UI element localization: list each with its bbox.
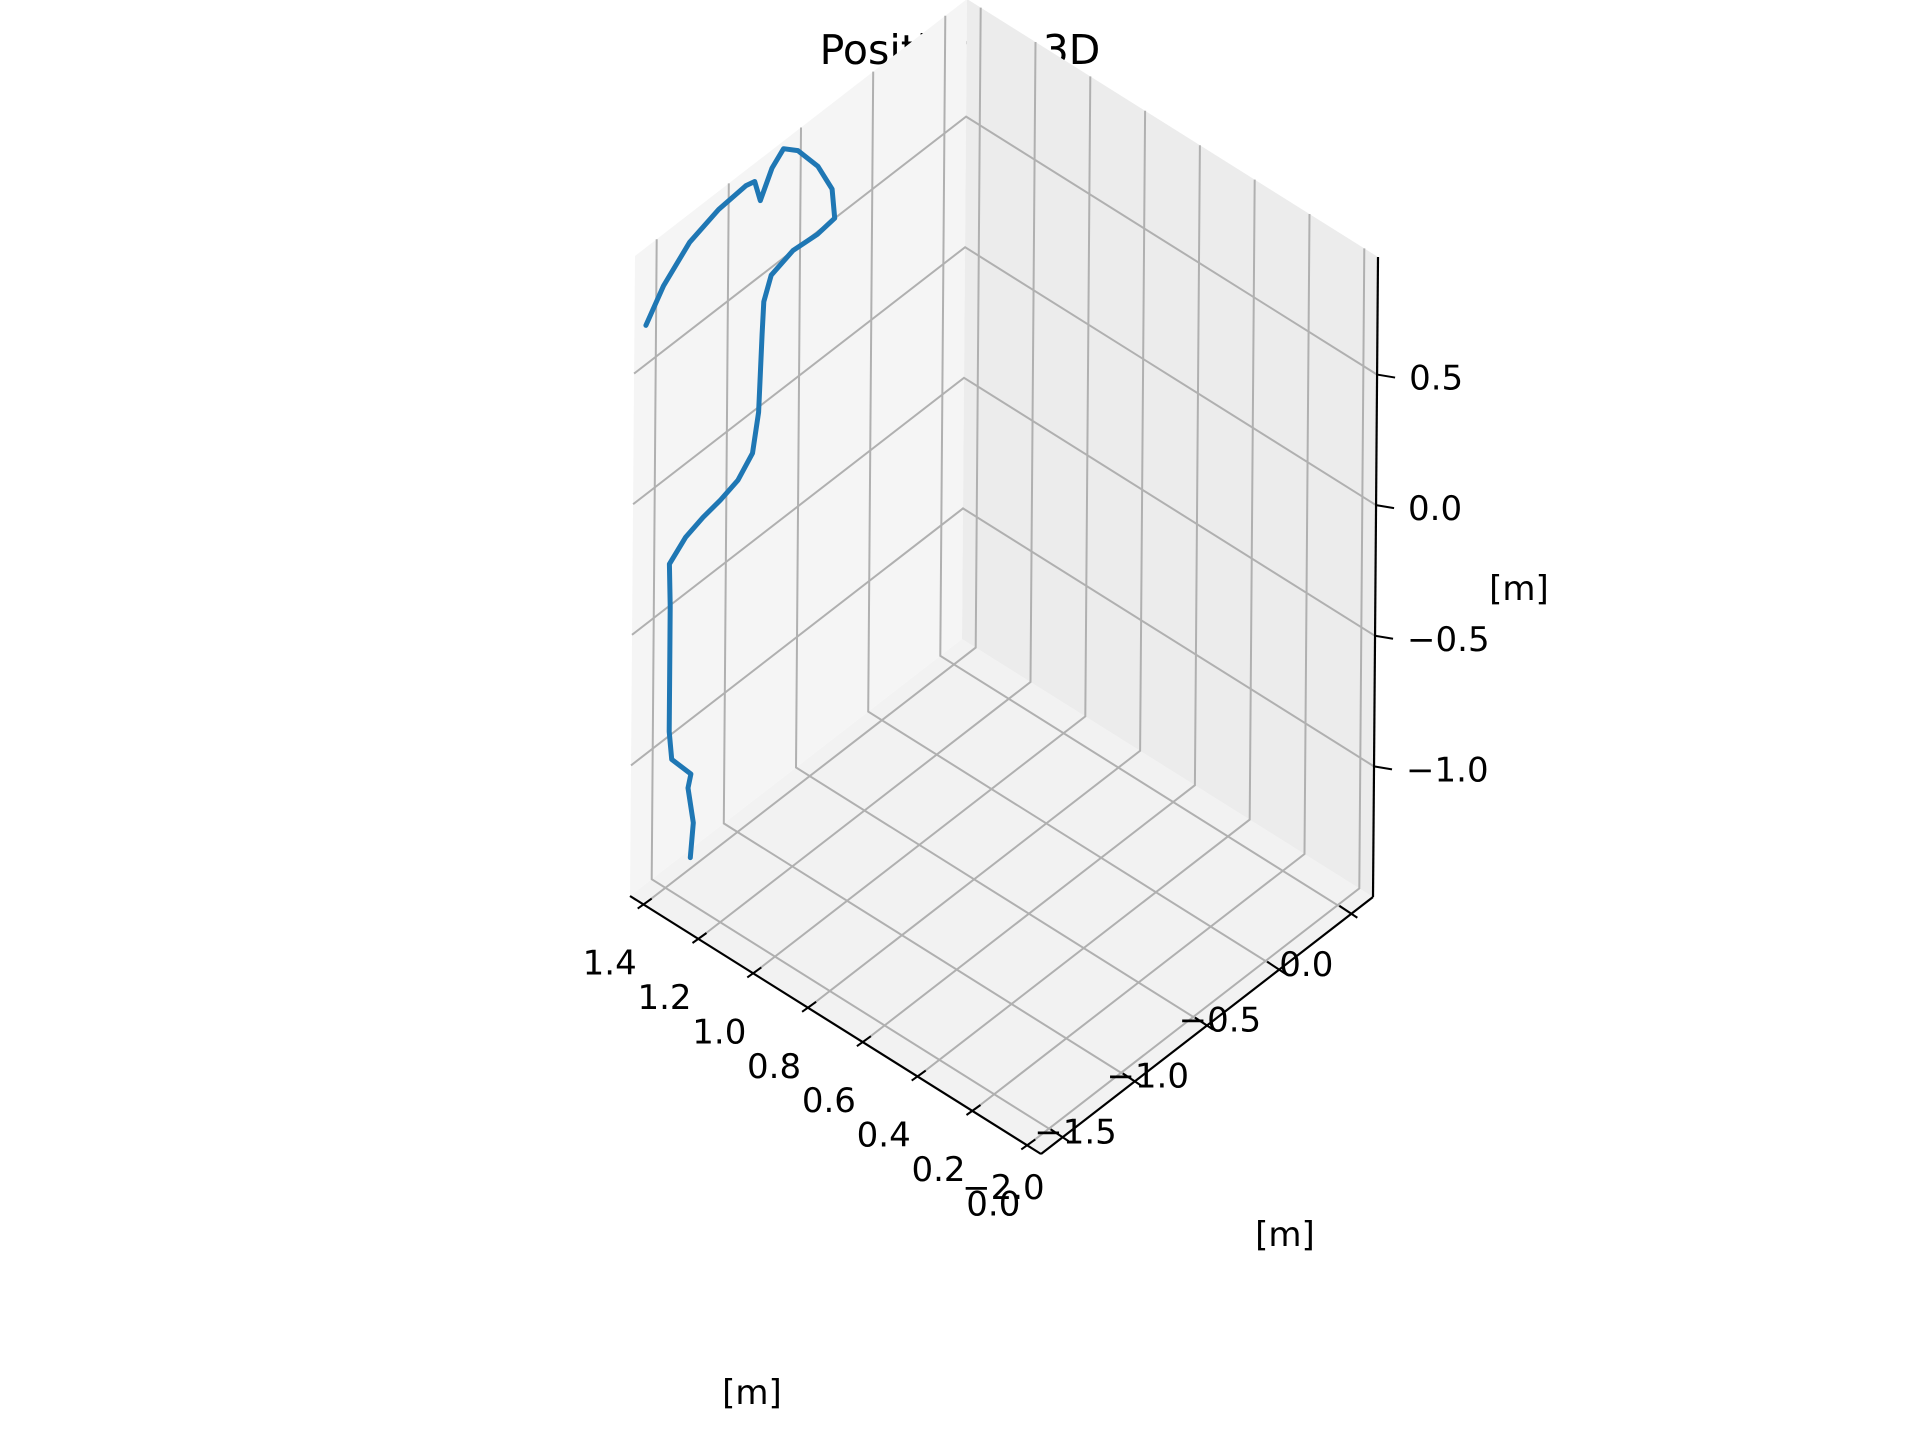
z-tick-label: −1.0 [1406, 750, 1489, 790]
x-tick-label: 0.8 [747, 1047, 801, 1087]
grid-line-x [752, 76, 1092, 975]
y-tick-label: −1.0 [1106, 1057, 1189, 1097]
trajectory-line [643, 146, 838, 861]
grid-line-y [867, 71, 1280, 971]
x-tick-label: 1.0 [692, 1012, 746, 1052]
trajectory-series [643, 146, 838, 861]
grid-line-y [650, 239, 1064, 1139]
grid-line-x [643, 7, 982, 906]
z-tick-mark [1376, 373, 1396, 379]
x-tick-label: 1.4 [583, 944, 637, 984]
grid-line-x [1026, 248, 1366, 1147]
grid-line-x [807, 110, 1147, 1009]
z-tick-label: 0.5 [1409, 359, 1463, 399]
grid-line-z [633, 115, 1378, 376]
x-tick-label: 1.2 [637, 978, 691, 1018]
z-axis-line [1371, 256, 1380, 898]
grid-line-y [794, 127, 1208, 1027]
x-tick-label: 0.2 [911, 1150, 965, 1190]
grid-line-z [632, 245, 1377, 507]
x-tick-label: 0.4 [857, 1116, 911, 1156]
z-tick-mark [1374, 634, 1394, 640]
x-tick-label: 0.0 [966, 1184, 1020, 1224]
y-tick-mark [1266, 960, 1286, 975]
x-tick-mark [637, 897, 653, 910]
x-tick-mark [911, 1069, 927, 1082]
z-tick-label: 0.0 [1408, 489, 1462, 529]
x-tick-mark [1020, 1138, 1036, 1151]
x-tick-mark [801, 1000, 817, 1013]
y-tick-mark [1338, 904, 1358, 919]
grid-line-y [722, 183, 1136, 1083]
y-axis-label: [m] [1255, 1215, 1315, 1255]
x-axis-label: [m] [722, 1373, 782, 1413]
grid-line-y [939, 15, 1352, 915]
grid-line-z [631, 376, 1376, 637]
y-wall-pane [962, 0, 1378, 897]
y-tick-label: −1.5 [1034, 1112, 1117, 1152]
grid-line-x [862, 145, 1201, 1043]
grid-line-x [697, 41, 1037, 940]
tick-marks [637, 373, 1396, 1151]
y-tick-mark [1194, 1016, 1214, 1031]
y-tick-label: −2.0 [962, 1168, 1045, 1208]
x-tick-mark [746, 966, 762, 979]
tick-labels: 0.00.20.40.60.81.01.21.4−2.0−1.5−1.0−0.5… [583, 359, 1490, 1225]
x-tick-mark [856, 1035, 872, 1048]
grid-line-z [630, 507, 1375, 768]
z-tick-label: −0.5 [1407, 620, 1490, 660]
y-tick-mark [1122, 1072, 1142, 1087]
z-tick-mark [1375, 504, 1395, 510]
y-tick-mark [1050, 1128, 1070, 1143]
grid-lines [630, 7, 1378, 1147]
grid-line-x [917, 179, 1256, 1078]
z-tick-mark [1373, 765, 1393, 771]
y-tick-label: −0.5 [1179, 1001, 1262, 1041]
grid-line-x [971, 213, 1311, 1112]
y-tick-label: 0.0 [1279, 945, 1333, 985]
x-tick-mark [691, 932, 708, 944]
x-tick-mark [965, 1104, 982, 1116]
x-tick-label: 0.6 [802, 1081, 856, 1121]
z-axis-label: [m] [1489, 569, 1549, 609]
